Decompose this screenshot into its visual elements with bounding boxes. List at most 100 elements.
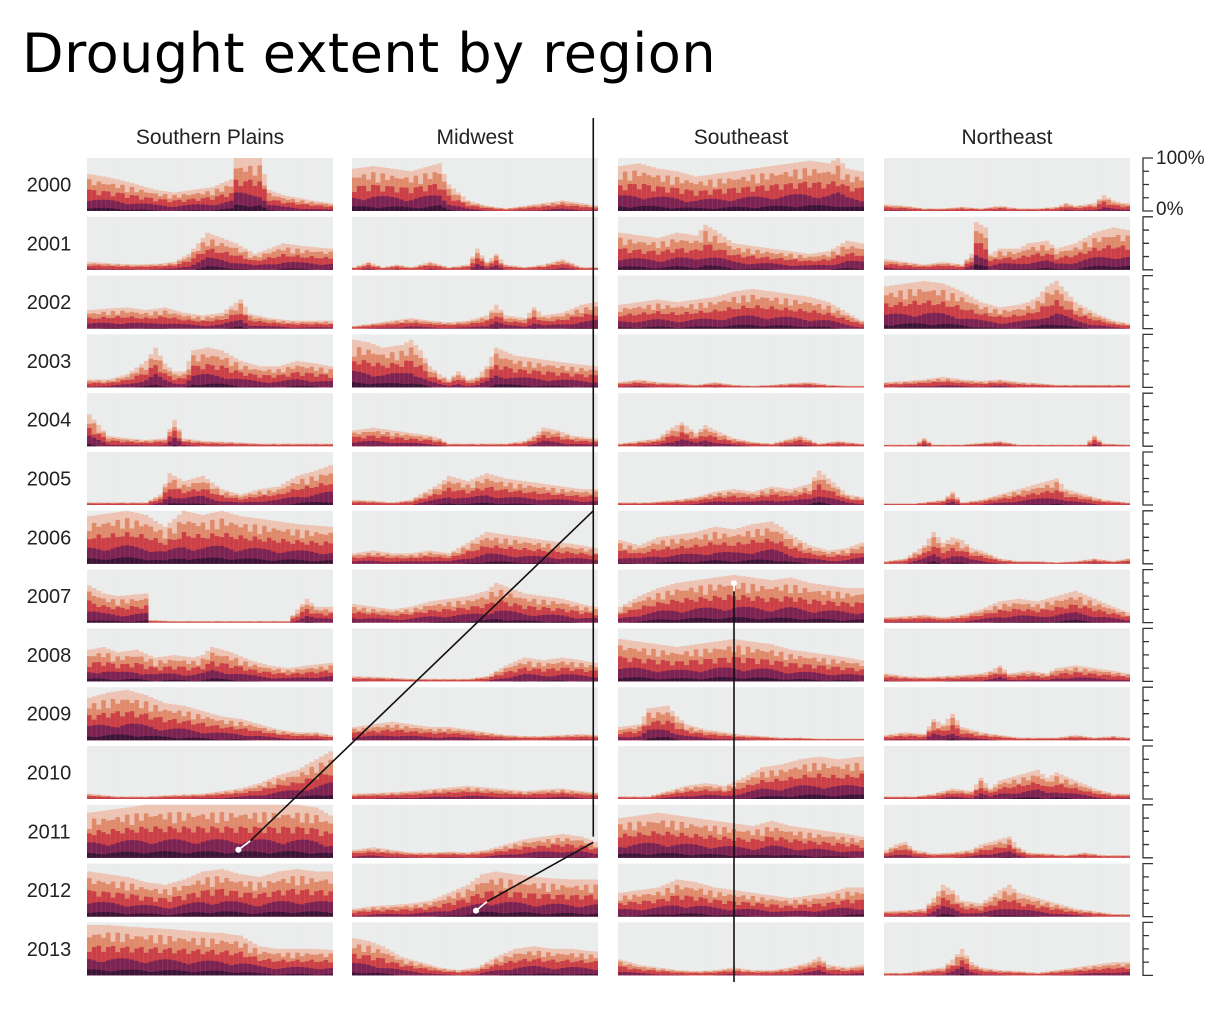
year-label-2000: 2000 <box>27 175 72 197</box>
panel-midwest-2001 <box>352 216 598 270</box>
week-grid <box>356 687 594 741</box>
week-grid <box>622 334 860 388</box>
area-d3 <box>884 207 1130 211</box>
panel-southeast-2011 <box>618 804 864 858</box>
week-grid <box>622 510 860 564</box>
guide-line-2012-to-2011 <box>486 841 594 903</box>
panel-bg <box>618 334 864 388</box>
year-label-2013: 2013 <box>27 939 72 961</box>
panel-midwest-2008 <box>352 628 598 682</box>
week-grid <box>356 746 594 799</box>
week-grid <box>91 275 329 329</box>
panel-northeast-2008 <box>884 628 1130 682</box>
area-d3 <box>87 257 333 270</box>
year-label-2007: 2007 <box>27 586 72 608</box>
area-d4 <box>87 678 333 682</box>
area-d3 <box>352 610 598 623</box>
scale-bracket-2000 <box>1142 157 1153 212</box>
year-label-2008: 2008 <box>27 645 72 667</box>
panels <box>87 158 1130 976</box>
panel-southern-plains-2011 <box>87 804 333 858</box>
scale-bracket-2008 <box>1142 627 1153 683</box>
panel-bg <box>884 334 1130 388</box>
panel-southern-plains-2003 <box>87 334 333 388</box>
area-d4 <box>87 204 333 211</box>
area-d4 <box>87 557 333 564</box>
area-d4 <box>884 561 1130 564</box>
area-d3 <box>87 320 333 329</box>
region-label-southern-plains: Southern Plains <box>136 126 284 149</box>
week-grid <box>356 863 594 917</box>
panel-midwest-2007 <box>352 569 598 623</box>
panel-midwest-2005 <box>352 452 598 505</box>
week-grid <box>356 158 594 211</box>
week-grid <box>622 569 860 623</box>
area-d4 <box>87 734 333 741</box>
panel-bg <box>884 393 1130 447</box>
area-d4 <box>87 326 333 329</box>
panel-midwest-2003 <box>352 334 598 388</box>
week-grid <box>91 569 329 623</box>
area-d3 <box>884 789 1130 799</box>
week-grid <box>888 393 1126 447</box>
week-grid <box>622 275 860 329</box>
panel-bg <box>87 393 333 447</box>
scale-label-0: 0% <box>1156 199 1184 220</box>
area-d4 <box>618 737 864 741</box>
guide-marker-midwest-2012 <box>473 907 479 914</box>
panel-southeast-2004 <box>618 393 864 447</box>
area-d4 <box>352 911 598 917</box>
region-label-midwest: Midwest <box>436 126 513 149</box>
guide-lines <box>235 118 737 982</box>
year-label-2010: 2010 <box>27 763 72 785</box>
panel-southern-plains-2002 <box>87 275 333 329</box>
week-grid <box>622 922 860 976</box>
area-d4 <box>618 324 864 329</box>
area-d2 <box>352 258 598 270</box>
area-d4 <box>884 738 1130 741</box>
panel-southern-plains-2012 <box>87 863 333 917</box>
area-d4 <box>884 857 1130 858</box>
area-d3 <box>87 491 333 505</box>
panel-southeast-2012 <box>618 863 864 917</box>
area-d3 <box>87 611 333 623</box>
week-grid <box>888 863 1126 917</box>
week-grid <box>91 804 329 858</box>
area-d3 <box>618 970 864 976</box>
panel-northeast-2011 <box>884 804 1130 858</box>
scale-bracket-2007 <box>1142 568 1153 624</box>
panel-southern-plains-2005 <box>87 452 333 505</box>
week-grid <box>91 216 329 270</box>
area-d4 <box>352 680 598 682</box>
panel-northeast-2005 <box>884 452 1130 505</box>
year-label-2002: 2002 <box>27 292 72 314</box>
area-d3 <box>618 606 864 623</box>
region-label-southeast: Southeast <box>694 126 789 149</box>
panel-midwest-2006 <box>352 510 598 564</box>
area-d3 <box>87 545 333 564</box>
week-grid <box>622 687 860 741</box>
week-grid <box>888 687 1126 741</box>
area-d3 <box>87 782 333 799</box>
area-d4 <box>618 501 864 505</box>
week-grid <box>888 746 1126 799</box>
week-grid <box>91 393 329 447</box>
area-d2 <box>87 483 333 505</box>
area-d4 <box>87 266 333 270</box>
area-d3 <box>884 554 1130 564</box>
week-grid <box>622 158 860 211</box>
area-d3 <box>87 435 333 447</box>
panel-southeast-2000 <box>618 158 864 211</box>
area-d4 <box>352 561 598 564</box>
panel-southern-plains-2004 <box>87 393 333 447</box>
area-d4 <box>87 795 333 799</box>
panel-midwest-2000 <box>352 158 598 211</box>
week-grid <box>356 452 594 505</box>
week-grid <box>91 452 329 505</box>
region-label-northeast: Northeast <box>961 126 1052 149</box>
week-grid <box>622 746 860 799</box>
guide-line-2011-to-2006 <box>249 510 594 842</box>
scale-bracket-2002 <box>1142 274 1153 330</box>
year-label-2012: 2012 <box>27 880 72 902</box>
panel-southern-plains-2009 <box>87 687 333 741</box>
